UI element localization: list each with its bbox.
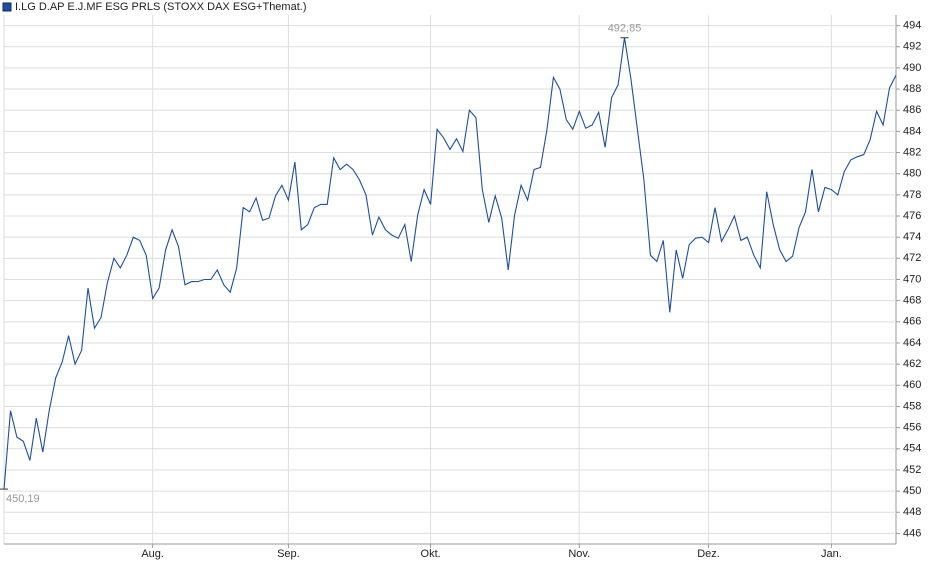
y-tick-label: 464 bbox=[903, 337, 921, 349]
y-tick-label: 472 bbox=[903, 252, 921, 264]
y-tick-label: 494 bbox=[903, 19, 921, 31]
y-tick-label: 458 bbox=[903, 400, 921, 412]
x-tick-label: Dez. bbox=[697, 548, 720, 560]
line-series bbox=[3, 37, 897, 490]
y-tick-label: 452 bbox=[903, 464, 921, 476]
y-tick-label: 490 bbox=[903, 62, 921, 74]
y-tick-label: 466 bbox=[903, 316, 921, 328]
y-tick-label: 446 bbox=[903, 527, 921, 539]
y-tick-label: 456 bbox=[903, 422, 921, 434]
x-tick-label: Sep. bbox=[277, 548, 300, 560]
x-tick-label: Aug. bbox=[141, 548, 164, 560]
y-tick-label: 488 bbox=[903, 83, 921, 95]
y-tick-label: 460 bbox=[903, 379, 921, 391]
x-tick-label: Nov. bbox=[568, 548, 590, 560]
y-tick-label: 484 bbox=[903, 125, 921, 137]
x-tick-label: Okt. bbox=[421, 548, 441, 560]
y-tick-label: 476 bbox=[903, 210, 921, 222]
y-tick-label: 492 bbox=[903, 41, 921, 53]
x-tick-label: Jan. bbox=[821, 548, 842, 560]
y-tick-label: 480 bbox=[903, 168, 921, 180]
y-tick-label: 450 bbox=[903, 485, 921, 497]
value-label: 492,85 bbox=[608, 23, 642, 35]
y-tick-label: 486 bbox=[903, 104, 921, 116]
legend-swatch bbox=[2, 2, 12, 12]
y-tick-label: 474 bbox=[903, 231, 921, 243]
value-label: 450,19 bbox=[6, 493, 40, 505]
y-tick-label: 448 bbox=[903, 506, 921, 518]
y-tick-label: 468 bbox=[903, 295, 921, 307]
y-tick-label: 462 bbox=[903, 358, 921, 370]
legend-label: I.LG D.AP E.J.MF ESG PRLS (STOXX DAX ESG… bbox=[15, 1, 306, 13]
y-tick-label: 454 bbox=[903, 443, 921, 455]
y-tick-label: 470 bbox=[903, 273, 921, 285]
y-tick-label: 482 bbox=[903, 146, 921, 158]
y-tick-label: 478 bbox=[903, 189, 921, 201]
